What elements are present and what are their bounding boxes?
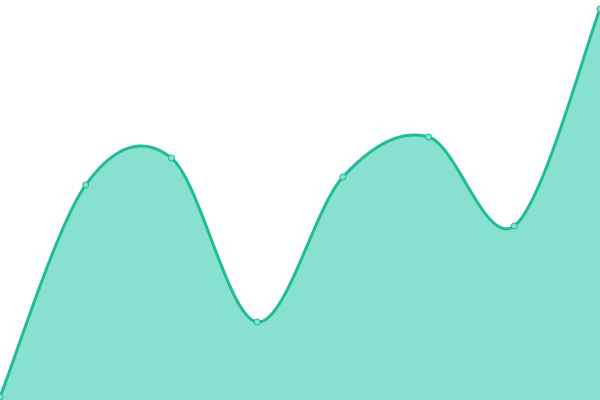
data-point-6	[510, 222, 518, 230]
data-point-1	[82, 181, 90, 189]
data-point-0	[0, 393, 4, 400]
data-point-5	[425, 133, 433, 141]
data-points	[0, 5, 600, 400]
data-point-7	[596, 5, 600, 13]
data-point-2	[167, 154, 175, 162]
area-fill	[0, 9, 600, 400]
data-point-4	[339, 173, 347, 181]
data-point-3	[253, 318, 261, 326]
